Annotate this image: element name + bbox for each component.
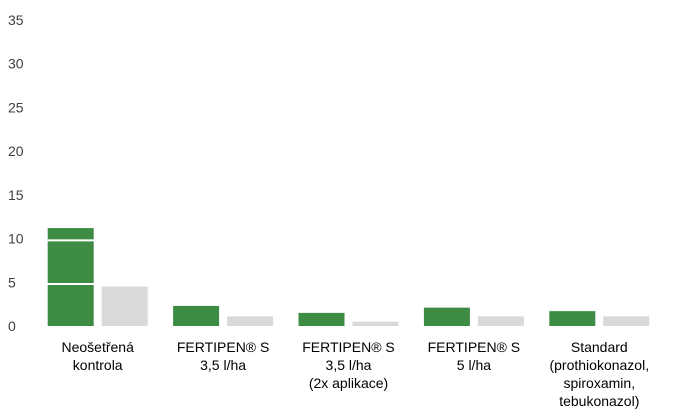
category-label: Neošetřená	[62, 339, 135, 355]
y-axis: 0 5 10 15 20 25 30 35	[8, 12, 24, 334]
bar-series2-4	[477, 316, 524, 326]
bar-series1-4	[423, 307, 470, 326]
category-label: FERTIPEN® S	[177, 339, 270, 355]
bar-series2-5	[603, 316, 650, 326]
bar-series2-2	[227, 316, 274, 326]
category-label: 3,5 l/ha	[326, 357, 372, 373]
y-tick-label: 25	[8, 99, 24, 115]
x-axis: Neošetřená kontrola FERTIPEN® S 3,5 l/ha FER…	[62, 339, 650, 409]
bar-series2-1	[101, 286, 148, 326]
category-label: 5 l/ha	[457, 357, 491, 373]
bar-series2-3	[352, 321, 399, 326]
y-tick-label: 20	[8, 143, 24, 159]
category-label: (prothiokonazol,	[549, 357, 649, 373]
category-label: Standard	[571, 339, 628, 355]
bar-series1-5	[549, 311, 596, 326]
bar-series1-1	[47, 228, 94, 326]
y-tick-label: 35	[8, 12, 24, 28]
bars	[35, 228, 662, 326]
bar-series1-2	[173, 305, 220, 326]
y-tick-label: 10	[8, 231, 24, 247]
y-tick-label: 15	[8, 187, 24, 203]
category-label: tebukonazol)	[559, 393, 639, 409]
category-label: spiroxamin,	[564, 375, 636, 391]
category-label: 3,5 l/ha	[200, 357, 246, 373]
y-tick-label: 0	[8, 318, 16, 334]
category-label: (2x aplikace)	[309, 375, 388, 391]
y-tick-label: 30	[8, 56, 24, 72]
category-label: kontrola	[73, 357, 123, 373]
category-label: FERTIPEN® S	[302, 339, 395, 355]
bar-series1-3	[298, 312, 345, 326]
category-label: FERTIPEN® S	[428, 339, 521, 355]
y-tick-label: 5	[8, 274, 16, 290]
